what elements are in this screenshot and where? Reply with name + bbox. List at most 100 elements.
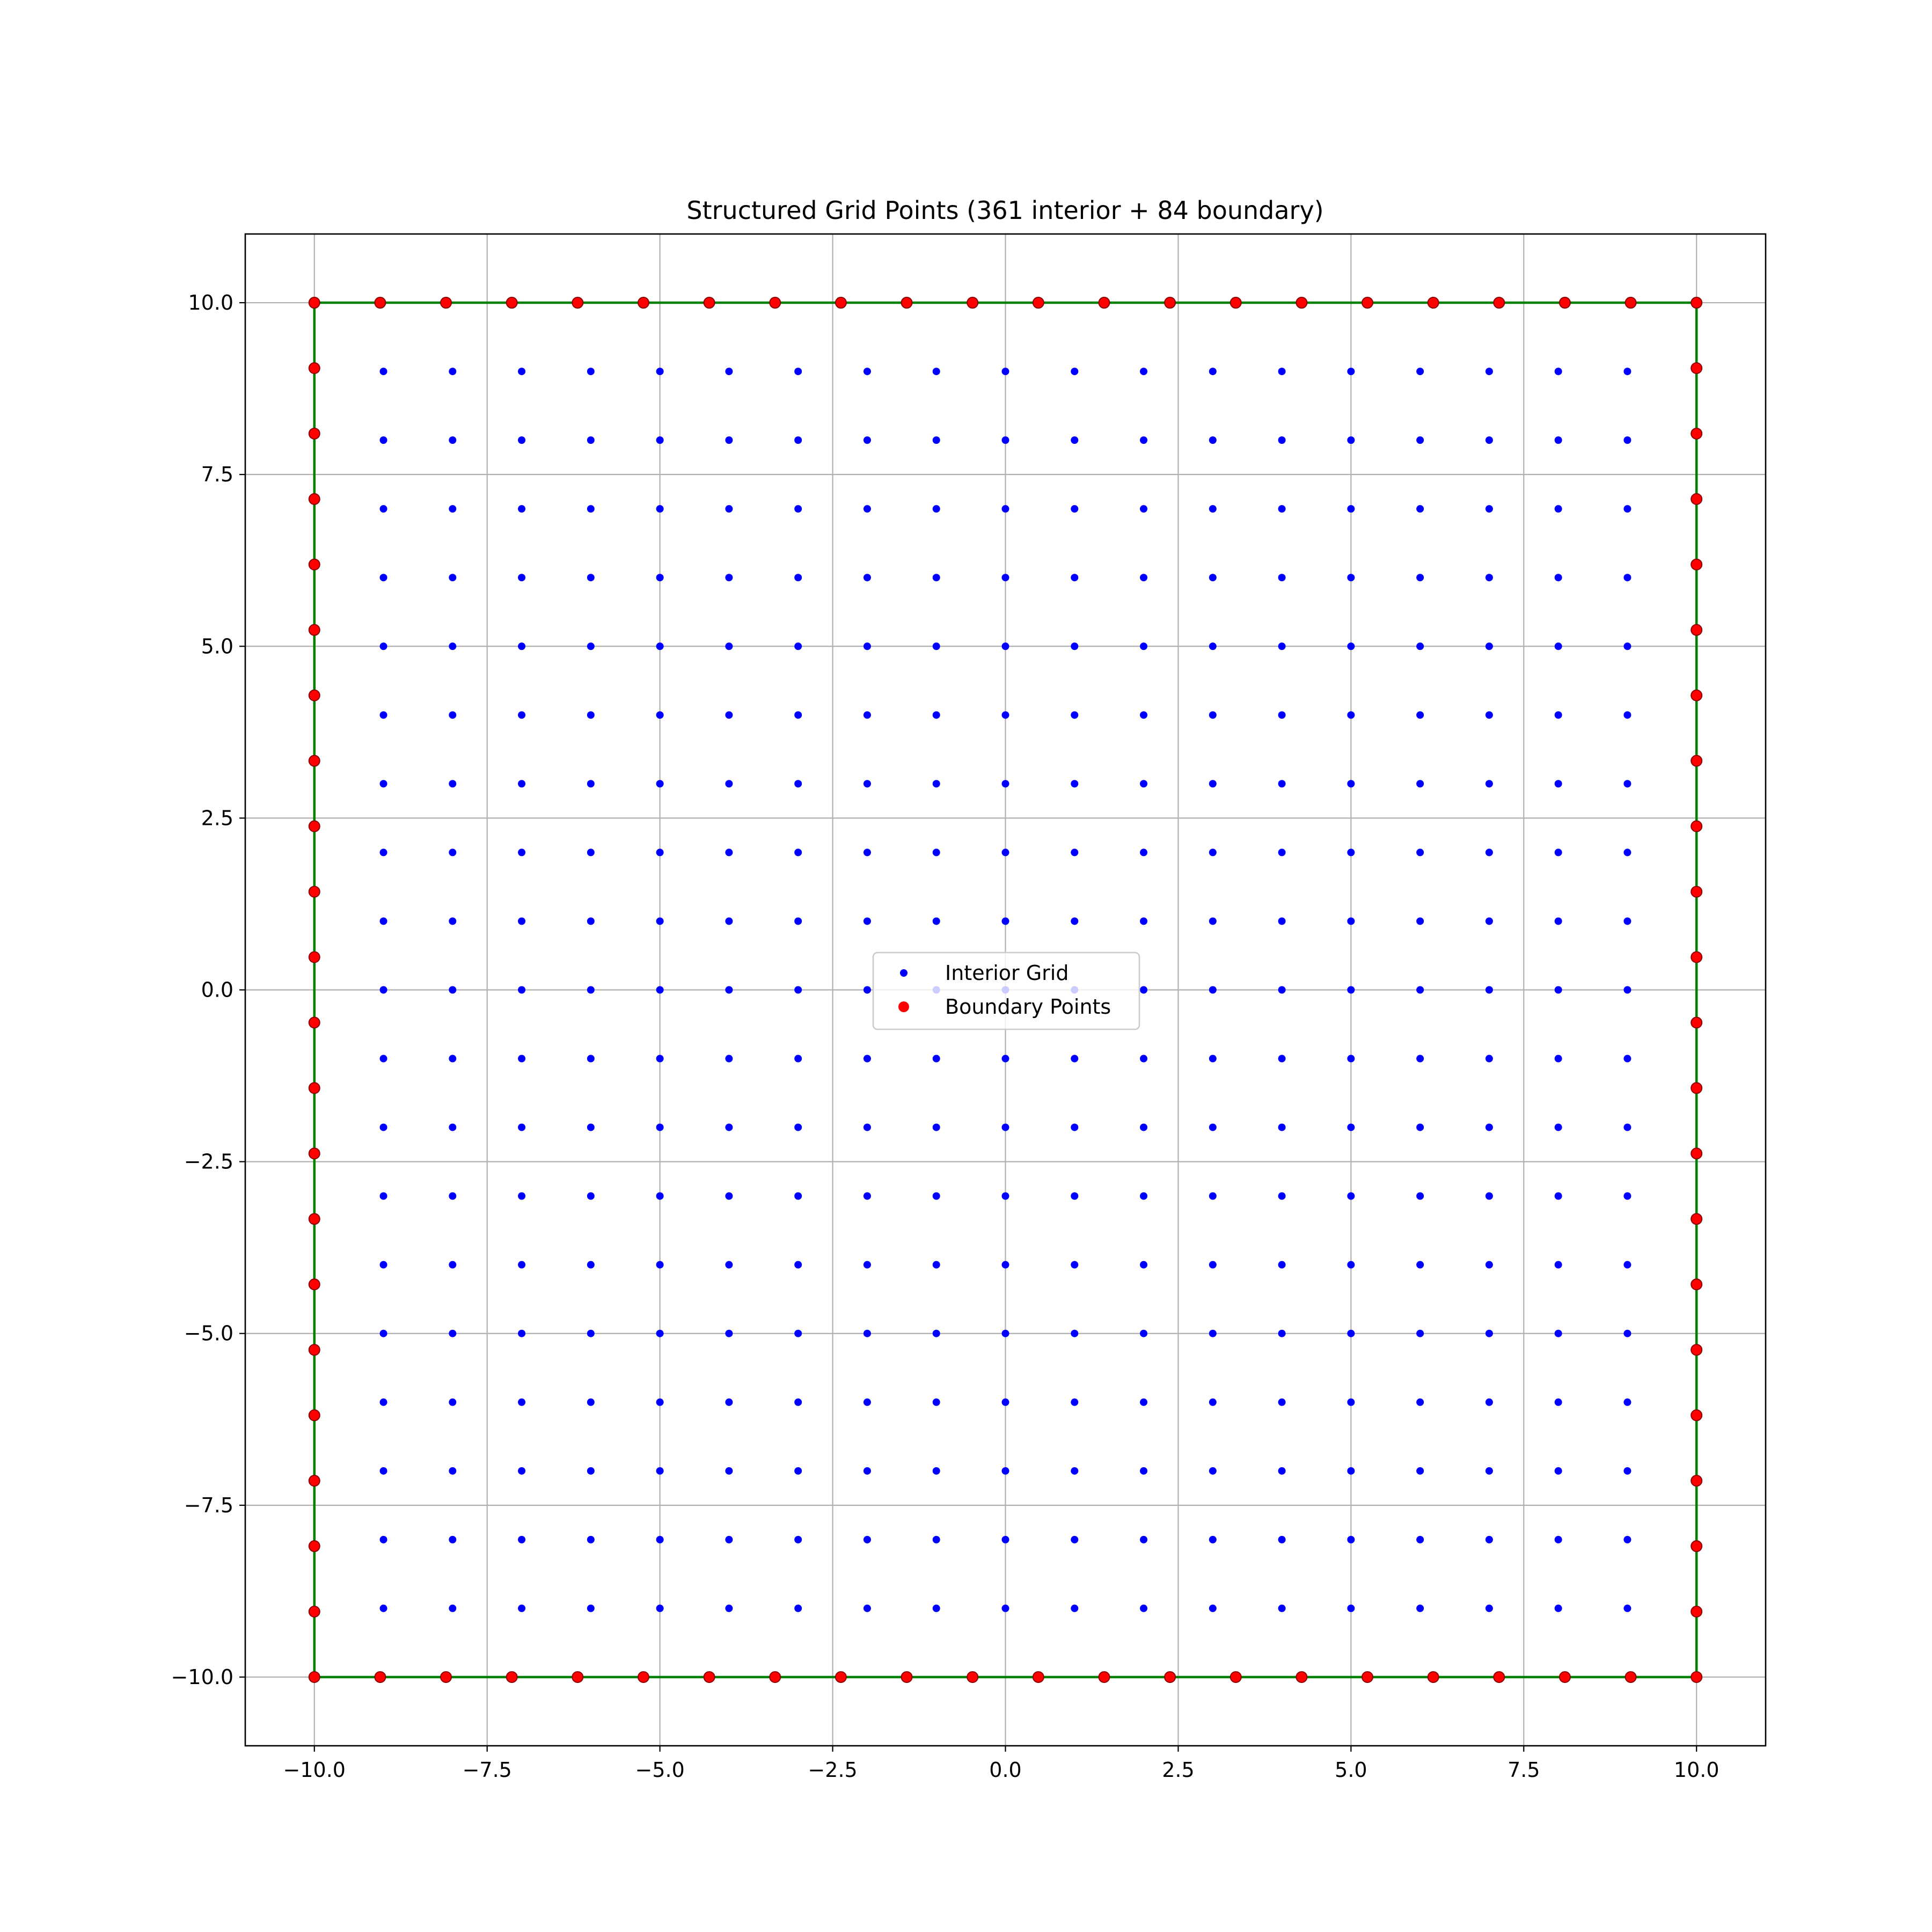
boundary-point [1296, 1671, 1308, 1683]
interior-point [1416, 848, 1424, 857]
interior-point [725, 848, 733, 857]
interior-point [1485, 1123, 1493, 1131]
interior-point [794, 505, 802, 513]
interior-point [1071, 1055, 1079, 1063]
interior-point [1416, 780, 1424, 788]
interior-point [1278, 1329, 1286, 1337]
interior-point [863, 1123, 871, 1131]
interior-point [794, 1261, 802, 1269]
interior-point [656, 368, 664, 376]
interior-point [1623, 711, 1631, 719]
boundary-point [901, 297, 913, 309]
interior-point [656, 1329, 664, 1337]
interior-point [1278, 917, 1286, 925]
legend-marker-boundary [898, 1001, 909, 1012]
interior-point [1001, 1604, 1009, 1612]
interior-point [518, 368, 526, 376]
interior-point [1416, 1123, 1424, 1131]
interior-point [379, 368, 387, 376]
interior-point [1140, 1123, 1148, 1131]
interior-point [725, 1192, 733, 1200]
interior-point [587, 1055, 595, 1063]
interior-point [1485, 1261, 1493, 1269]
interior-point [656, 848, 664, 857]
interior-point [794, 368, 802, 376]
y-tick-label: 7.5 [201, 463, 233, 486]
interior-point [1140, 436, 1148, 444]
interior-point [1140, 780, 1148, 788]
y-tick-label: −5.0 [184, 1322, 233, 1345]
interior-point [1209, 1123, 1217, 1131]
interior-point [794, 1329, 802, 1337]
boundary-point [703, 297, 715, 309]
interior-point [1001, 711, 1009, 719]
interior-point [794, 1467, 802, 1475]
interior-point [794, 574, 802, 582]
interior-point [1416, 1604, 1424, 1612]
interior-point [656, 1192, 664, 1200]
y-tick-label: 2.5 [201, 806, 233, 830]
interior-point [1347, 711, 1355, 719]
boundary-point [967, 1671, 979, 1683]
x-tick-label: 5.0 [1335, 1758, 1367, 1782]
interior-point [518, 711, 526, 719]
boundary-point [1032, 1671, 1044, 1683]
interior-point [1485, 986, 1493, 994]
interior-point [379, 1467, 387, 1475]
interior-point [1071, 780, 1079, 788]
interior-point [379, 848, 387, 857]
interior-point [587, 1329, 595, 1337]
y-tick-label: 5.0 [201, 634, 233, 658]
interior-point [1623, 574, 1631, 582]
interior-point [1347, 1467, 1355, 1475]
boundary-point [1558, 1671, 1571, 1683]
x-tick-label: 7.5 [1507, 1758, 1540, 1782]
boundary-point [1690, 427, 1703, 440]
interior-point [379, 505, 387, 513]
interior-point [932, 1535, 940, 1543]
interior-point [1140, 1055, 1148, 1063]
interior-point [932, 1604, 940, 1612]
interior-point [794, 1604, 802, 1612]
interior-point [1209, 436, 1217, 444]
interior-point [932, 1261, 940, 1269]
boundary-point [308, 1278, 320, 1291]
interior-point [863, 1261, 871, 1269]
interior-point [1209, 1261, 1217, 1269]
boundary-point [1690, 951, 1703, 963]
boundary-point [308, 1475, 320, 1487]
interior-point [932, 1398, 940, 1406]
interior-point [587, 1192, 595, 1200]
x-tick-label: −5.0 [635, 1758, 684, 1782]
interior-point [1485, 1192, 1493, 1200]
interior-point [1554, 917, 1562, 925]
interior-point [1209, 642, 1217, 650]
boundary-point [1690, 558, 1703, 570]
interior-point [1554, 711, 1562, 719]
boundary-point [572, 1671, 584, 1683]
interior-point [1623, 1535, 1631, 1543]
boundary-point [1558, 297, 1571, 309]
interior-point [1140, 711, 1148, 719]
interior-point [518, 1055, 526, 1063]
interior-point [518, 1535, 526, 1543]
x-tick-label: 0.0 [989, 1758, 1021, 1782]
interior-point [449, 1329, 457, 1337]
interior-point [449, 642, 457, 650]
interior-point [1071, 505, 1079, 513]
interior-point [1071, 1329, 1079, 1337]
interior-point [1278, 436, 1286, 444]
boundary-point [308, 1213, 320, 1225]
interior-point [1485, 1055, 1493, 1063]
interior-point [1071, 1398, 1079, 1406]
boundary-point [1230, 297, 1242, 309]
interior-point [1623, 1467, 1631, 1475]
interior-point [518, 1192, 526, 1200]
interior-point [1001, 642, 1009, 650]
interior-point [1554, 1055, 1562, 1063]
interior-point [1140, 368, 1148, 376]
interior-point [725, 642, 733, 650]
boundary-point [440, 1671, 452, 1683]
interior-point [794, 1398, 802, 1406]
interior-point [1278, 1055, 1286, 1063]
